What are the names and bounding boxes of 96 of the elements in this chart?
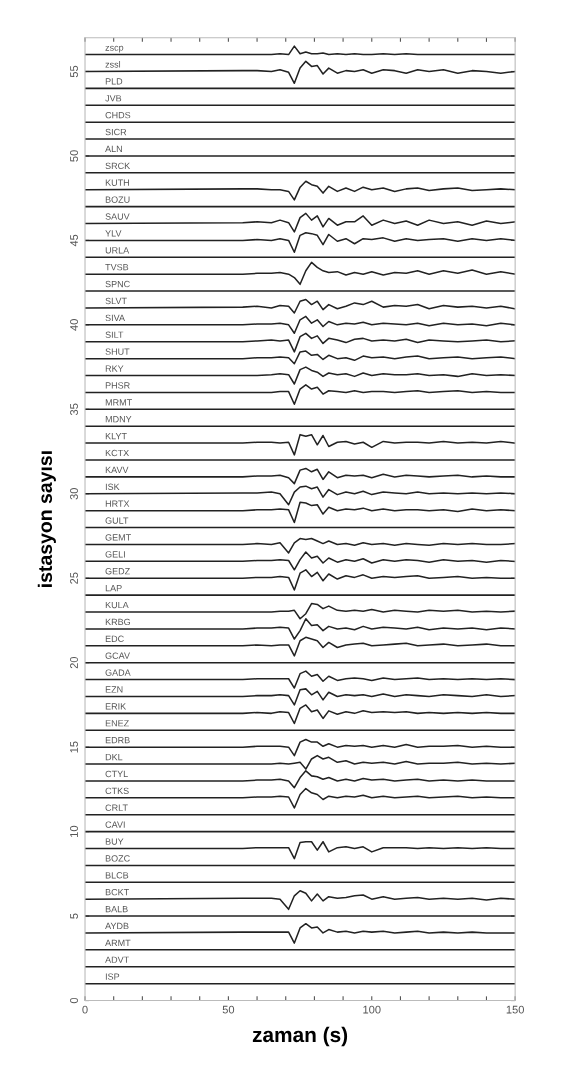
series-label: GCAV (105, 652, 130, 659)
series-label: ADVT (105, 956, 129, 963)
y-tick-label: 10 (70, 825, 78, 837)
series-label: EDRB (105, 737, 130, 744)
line-series (85, 60, 516, 85)
line-series (85, 384, 516, 406)
y-tick-label: 15 (70, 741, 78, 753)
y-tick-label: 45 (70, 234, 78, 247)
series-label: SAUV (105, 213, 130, 220)
y-tick-label: 25 (70, 572, 78, 584)
line-series (85, 569, 516, 591)
series-label: BCKT (105, 888, 129, 896)
series-label: BUY (105, 838, 124, 845)
series-label: SLVT (105, 297, 127, 305)
line-series (85, 922, 516, 944)
line-series (85, 45, 516, 56)
series-label: ALN (105, 145, 122, 153)
x-tick-label: 0 (82, 1005, 88, 1014)
series-label: zscp (105, 45, 124, 53)
series-label: BLCB (105, 872, 129, 879)
series-label: CHDS (105, 111, 131, 119)
series-label: SPNC (105, 280, 130, 288)
line-series (85, 433, 516, 456)
line-series (85, 618, 516, 640)
series-label: CRLT (105, 804, 128, 811)
series-label: EZN (105, 686, 123, 693)
series-label: GELI (105, 551, 125, 558)
series-label: CTKS (105, 787, 129, 795)
series-label: SHUT (105, 348, 130, 355)
series-label: LAP (105, 585, 122, 592)
x-tick-label: 50 (222, 1005, 235, 1014)
series-label: EDC (105, 635, 124, 642)
y-tick-label: 20 (70, 656, 78, 669)
line-series (85, 840, 516, 860)
series-label: ARMT (105, 939, 131, 946)
series-label: ISP (105, 973, 120, 980)
series-label: CTYL (105, 770, 128, 778)
series-label: KULA (105, 601, 129, 609)
series-label: SICR (105, 128, 127, 136)
series-label: ISK (105, 483, 120, 490)
series-label: KCTX (105, 449, 129, 457)
line-series (85, 332, 516, 353)
line-series (85, 636, 516, 657)
series-label: BOZU (105, 196, 130, 203)
y-tick-label: 35 (70, 403, 78, 416)
series-label: BOZC (105, 855, 130, 862)
series-label: KLYT (105, 432, 127, 440)
y-tick-label: 0 (70, 997, 78, 1004)
line-series (85, 350, 516, 365)
series-label: BALB (105, 905, 128, 913)
y-tick-label: 30 (70, 488, 78, 500)
series-label: HRTX (105, 500, 130, 507)
series-label: SRCK (105, 162, 131, 170)
line-series (85, 261, 516, 286)
line-series (85, 501, 516, 524)
series-label: ENEZ (105, 720, 129, 727)
series-label: KRBG (105, 618, 130, 626)
series-label: RKY (105, 365, 124, 372)
line-series (85, 298, 516, 314)
series-label: MDNY (105, 416, 132, 423)
series-label: SILT (105, 331, 124, 338)
series-label: SIVA (105, 314, 125, 322)
series-label: DKL (105, 753, 123, 761)
series-label: JVB (105, 95, 122, 102)
line-series (85, 787, 516, 809)
x-tick-label: 150 (506, 1005, 524, 1014)
x-axis-title: zaman (s) (252, 1026, 348, 1047)
series-label: ERIK (105, 703, 127, 710)
series-label: PLD (105, 78, 123, 85)
series-label: KAVV (105, 466, 129, 473)
series-label: GULT (105, 517, 129, 524)
line-series (85, 485, 516, 506)
series-label: PHSR (105, 382, 130, 389)
series-label: GADA (105, 669, 131, 676)
series-label: YLV (105, 230, 122, 237)
series-label: MRMT (105, 399, 132, 406)
y-axis-title: istasyon sayısı (37, 451, 56, 587)
series-label: TVSB (105, 263, 129, 271)
line-series (85, 232, 516, 253)
line-series (85, 602, 516, 620)
y-tick-label: 5 (70, 913, 78, 919)
y-tick-label: 50 (70, 150, 78, 162)
series-label: GEMT (105, 534, 131, 541)
y-tick-label: 40 (70, 319, 78, 331)
series-label: zssl (105, 61, 121, 68)
line-series (85, 467, 516, 485)
x-tick-label: 100 (363, 1005, 381, 1014)
line-series (85, 180, 516, 201)
series-label: AYDB (105, 922, 129, 930)
y-tick-label: 55 (70, 65, 78, 78)
series-label: GEDZ (105, 568, 130, 575)
series-label: KUTH (105, 179, 129, 186)
series-label: URLA (105, 247, 130, 254)
line-series (85, 889, 516, 911)
line-series (85, 704, 516, 725)
series-label: CAVI (105, 821, 125, 828)
